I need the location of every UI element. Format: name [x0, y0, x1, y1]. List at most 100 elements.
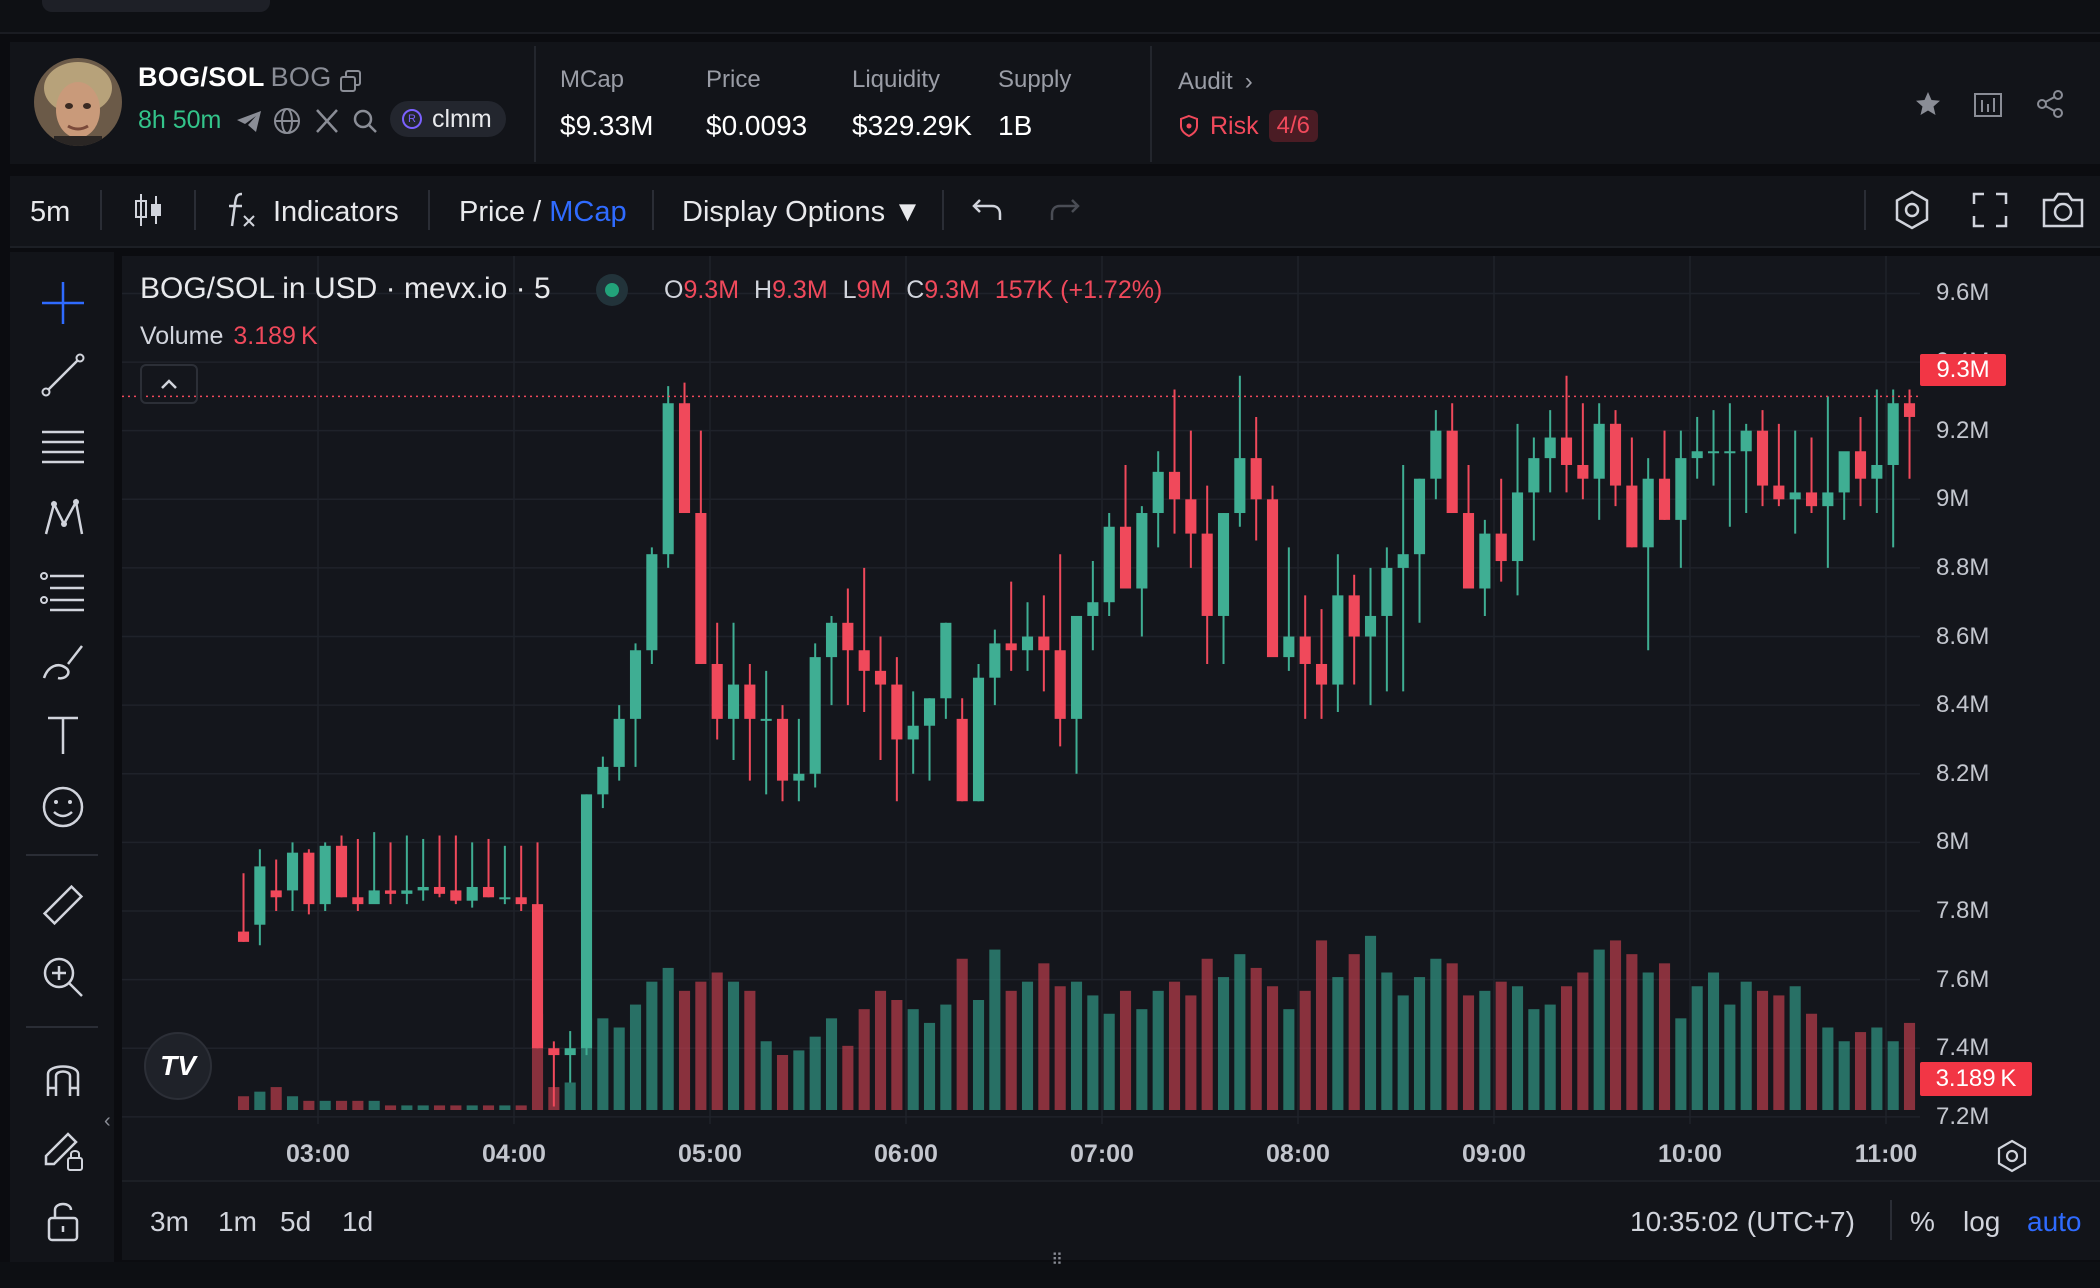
search-icon[interactable]	[350, 106, 380, 136]
candle-body	[352, 897, 364, 905]
volume-bar	[1528, 1009, 1540, 1110]
candle-body	[466, 886, 478, 901]
redo-icon[interactable]	[1046, 194, 1082, 226]
lock-pencil-icon[interactable]	[38, 1124, 88, 1174]
risk-indicator[interactable]: Risk 4/6	[1178, 110, 1318, 142]
candle-body	[695, 513, 707, 664]
candle-body	[1397, 554, 1409, 568]
market-status-icon[interactable]	[596, 274, 628, 306]
price-mcap-toggle[interactable]: Price / MCap	[459, 196, 627, 229]
log-toggle[interactable]: log	[1963, 1206, 2001, 1237]
ruler-icon[interactable]	[38, 880, 88, 930]
close-value: 9.3M	[924, 276, 980, 304]
toolbar-divider	[100, 190, 102, 230]
candle-body	[1201, 533, 1213, 616]
unlock-icon[interactable]	[38, 1196, 88, 1246]
audit-link[interactable]: Audit ›	[1178, 68, 1253, 96]
fullscreen-icon[interactable]	[1970, 190, 2010, 230]
candle-body	[1756, 430, 1769, 486]
compare-chart-icon[interactable]	[1972, 88, 2004, 120]
resize-handle-icon[interactable]: ⠿	[1051, 1252, 1063, 1269]
collapse-legend-button[interactable]	[140, 364, 198, 404]
range-1m[interactable]: 1m	[218, 1206, 257, 1237]
token-pair: BOG/SOL BOG	[138, 62, 332, 93]
volume-bar	[695, 981, 707, 1110]
volume-bar	[662, 967, 674, 1110]
price-option[interactable]: Price	[459, 196, 526, 228]
mcap-option[interactable]: MCap	[549, 196, 627, 228]
toolbar-divider	[26, 854, 98, 856]
interval-selector[interactable]: 5m	[30, 196, 71, 228]
volume-bar	[1430, 958, 1442, 1110]
candle-body	[1854, 451, 1867, 479]
volume-legend: Volume 3.189 K	[140, 322, 318, 351]
pattern-tool-icon[interactable]	[38, 494, 88, 544]
undo-icon[interactable]	[970, 194, 1006, 226]
candle-body	[727, 684, 740, 719]
x-twitter-icon[interactable]	[312, 106, 342, 136]
indicators-button[interactable]: Indicators	[273, 196, 399, 228]
volume-bar	[319, 1100, 331, 1110]
candle-body	[1544, 437, 1556, 459]
camera-icon[interactable]	[2040, 188, 2086, 230]
horizontal-lines-icon[interactable]	[38, 422, 88, 472]
candle-body	[1707, 451, 1720, 454]
volume-bar	[1805, 1013, 1818, 1110]
website-icon[interactable]	[272, 106, 302, 136]
stat-value: 1B	[998, 110, 1033, 141]
brush-icon[interactable]	[38, 638, 88, 688]
volume-bar	[727, 981, 740, 1110]
candle-body	[1152, 471, 1164, 514]
stat-value: $0.0093	[706, 110, 808, 141]
collapse-toolbar-icon[interactable]: ‹	[104, 1110, 111, 1132]
star-icon[interactable]	[1912, 88, 1944, 120]
candle-body	[646, 554, 658, 651]
volume-bar	[580, 1018, 593, 1110]
magnet-icon[interactable]	[38, 1052, 88, 1102]
clock-timezone[interactable]: 10:35:02 (UTC+7)	[1630, 1206, 1855, 1237]
volume-bar	[1413, 977, 1426, 1110]
tradingview-logo[interactable]: TV	[144, 1032, 212, 1100]
high-key: H	[754, 276, 773, 304]
percent-toggle[interactable]: %	[1910, 1206, 1935, 1237]
candle-body	[319, 845, 331, 905]
volume-bar	[793, 1050, 805, 1110]
auto-toggle[interactable]: auto	[2027, 1206, 2082, 1237]
candle-body	[1413, 478, 1426, 555]
share-icon[interactable]	[2034, 88, 2066, 120]
volume-bar	[1283, 1009, 1295, 1110]
price-chart[interactable]	[122, 256, 1920, 1124]
candle-body	[1658, 478, 1671, 520]
volume-bar	[1185, 995, 1197, 1110]
token-header	[10, 42, 2100, 164]
fib-tool-icon[interactable]	[38, 566, 88, 616]
display-options-dropdown[interactable]: Display Options ▼	[682, 196, 922, 228]
zoom-in-icon[interactable]	[38, 952, 88, 1002]
volume-bar	[1315, 940, 1328, 1110]
crosshair-icon[interactable]	[38, 278, 88, 328]
candle-type-icon[interactable]	[132, 192, 164, 228]
volume-bar	[1250, 967, 1262, 1110]
axis-settings-icon[interactable]	[1994, 1138, 2030, 1174]
toolbar-divider	[428, 190, 430, 230]
copy-icon[interactable]	[338, 68, 364, 94]
chart-settings-icon[interactable]	[1890, 188, 1934, 232]
volume-bar	[1609, 940, 1622, 1110]
trend-line-icon[interactable]	[38, 350, 88, 400]
candle-body	[1495, 533, 1507, 562]
volume-bar	[1789, 986, 1801, 1110]
text-tool-icon[interactable]	[38, 710, 88, 760]
candle-body	[907, 725, 919, 740]
price-tick-label: 9.2M	[1936, 416, 1990, 444]
token-avatar[interactable]	[34, 58, 122, 146]
volume-bar	[1397, 995, 1409, 1110]
telegram-icon[interactable]	[234, 106, 264, 136]
emoji-icon[interactable]	[38, 782, 88, 832]
candle-body	[1364, 615, 1377, 637]
range-1d[interactable]: 1d	[342, 1206, 374, 1237]
range-3m[interactable]: 3m	[150, 1206, 189, 1237]
range-5d[interactable]: 5d	[280, 1206, 312, 1237]
top-pill[interactable]	[42, 0, 270, 12]
volume-bar	[1070, 981, 1083, 1110]
